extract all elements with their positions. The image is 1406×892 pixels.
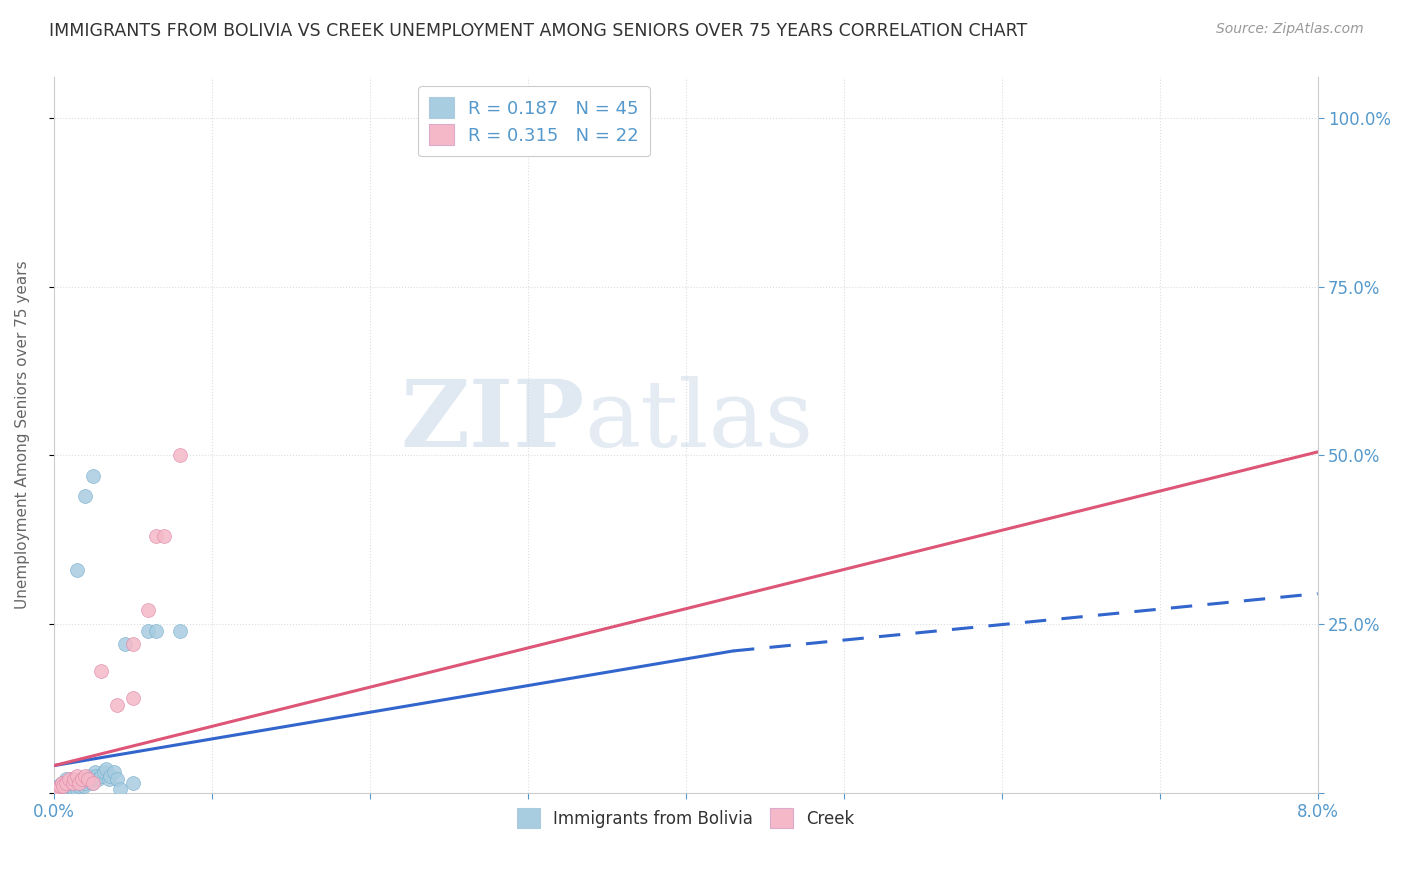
Point [138, 603, 160, 617]
Point [56, 782, 79, 797]
Point [94, 762, 117, 776]
Point [169, 624, 191, 638]
Point [145, 624, 167, 638]
Point [59, 772, 82, 786]
Point [58, 775, 80, 789]
Point [67, 779, 90, 793]
Point [97, 772, 120, 786]
Point [90, 664, 112, 678]
Text: IMMIGRANTS FROM BOLIVIA VS CREEK UNEMPLOYMENT AMONG SENIORS OVER 75 YEARS CORREL: IMMIGRANTS FROM BOLIVIA VS CREEK UNEMPLO… [49, 22, 1028, 40]
Point [103, 765, 125, 780]
Point [51, 775, 73, 789]
Point [45, 782, 67, 797]
Point [108, 782, 131, 797]
Point [55, 779, 77, 793]
Point [145, 529, 167, 543]
Point [75, 489, 97, 503]
Point [72, 779, 94, 793]
Text: Source: ZipAtlas.com: Source: ZipAtlas.com [1216, 22, 1364, 37]
Point [83, 765, 105, 780]
Point [82, 775, 104, 789]
Point [55, 772, 77, 786]
Point [67, 775, 90, 789]
Point [121, 775, 143, 789]
Point [169, 448, 191, 462]
Point [105, 698, 128, 712]
Point [55, 775, 77, 789]
Point [53, 782, 76, 797]
Point [114, 637, 136, 651]
Point [51, 775, 73, 789]
Point [63, 782, 86, 797]
Point [121, 691, 143, 706]
Text: ZIP: ZIP [401, 376, 585, 466]
Point [52, 779, 75, 793]
Legend: Immigrants from Bolivia, Creek: Immigrants from Bolivia, Creek [510, 802, 862, 834]
Point [87, 772, 110, 786]
Point [121, 637, 143, 651]
Y-axis label: Unemployment Among Seniors over 75 years: Unemployment Among Seniors over 75 years [15, 260, 30, 609]
Point [70, 772, 93, 786]
Point [82, 468, 104, 483]
Point [58, 772, 80, 786]
Point [75, 769, 97, 783]
Point [93, 765, 115, 780]
Point [77, 772, 100, 786]
Point [66, 563, 89, 577]
Point [75, 775, 97, 789]
Point [62, 775, 84, 789]
Point [49, 779, 72, 793]
Point [84, 769, 107, 783]
Point [62, 775, 84, 789]
Point [65, 779, 87, 793]
Point [77, 772, 100, 786]
Point [70, 772, 93, 786]
Point [79, 769, 101, 783]
Point [58, 779, 80, 793]
Text: atlas: atlas [585, 376, 814, 466]
Point [90, 769, 112, 783]
Point [48, 779, 70, 793]
Point [63, 772, 86, 786]
Point [153, 529, 176, 543]
Point [80, 775, 103, 789]
Point [82, 772, 104, 786]
Point [53, 775, 76, 789]
Point [66, 769, 89, 783]
Point [100, 769, 122, 783]
Point [66, 782, 89, 797]
Point [52, 782, 75, 797]
Point [49, 782, 72, 797]
Point [138, 624, 160, 638]
Point [52, 779, 75, 793]
Point [105, 772, 128, 786]
Point [69, 775, 91, 789]
